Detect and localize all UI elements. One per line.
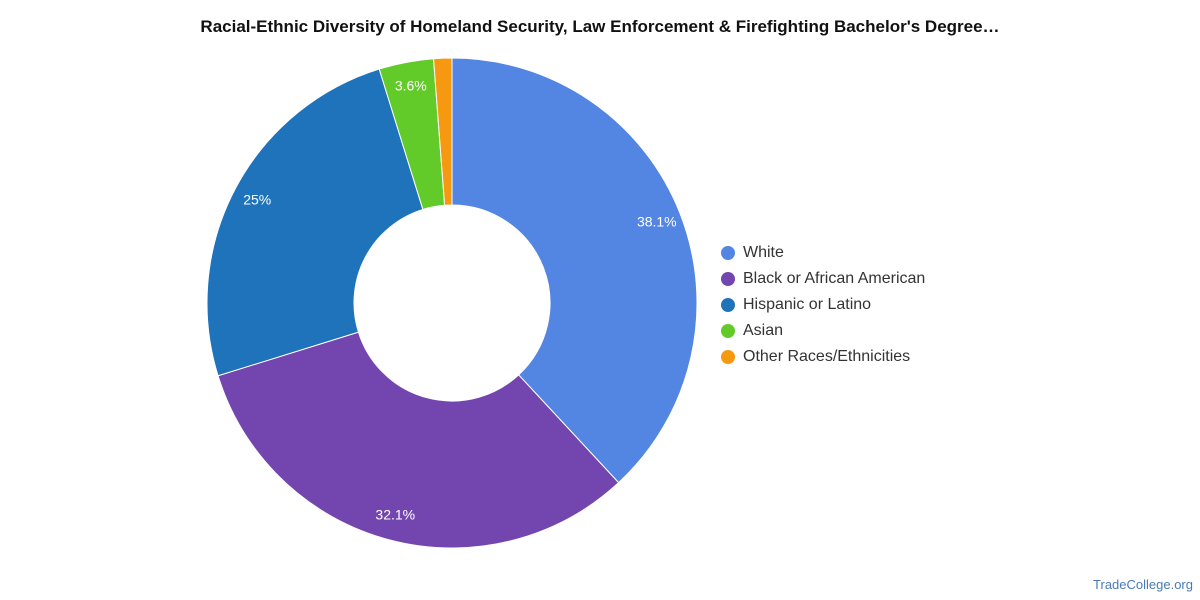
legend-label: Hispanic or Latino: [743, 296, 872, 313]
slices-group: [206, 57, 698, 549]
legend-label: Other Races/Ethnicities: [743, 348, 911, 365]
slice-hispanic-or-latino[interactable]: [206, 68, 424, 377]
slice-black-or-african-american[interactable]: [217, 331, 620, 549]
slice-white[interactable]: [451, 57, 698, 484]
legend-swatch-icon: [721, 350, 735, 364]
slice-label-white: 38.1%: [637, 213, 677, 229]
legend-item-asian[interactable]: Asian: [721, 318, 925, 344]
source-credit[interactable]: TradeCollege.org: [1093, 577, 1193, 592]
legend-swatch-icon: [721, 246, 735, 260]
chart-title: Racial-Ethnic Diversity of Homeland Secu…: [200, 17, 1000, 36]
slice-label-hispanic-or-latino: 25%: [243, 191, 271, 207]
legend-label: Asian: [743, 322, 784, 339]
legend-swatch-icon: [721, 272, 735, 286]
legend-label: Black or African American: [743, 270, 926, 287]
labels-group: 38.1% 32.1% 25% 3.6%: [243, 78, 676, 523]
legend-item-white[interactable]: White: [721, 240, 925, 266]
legend-label: White: [743, 244, 784, 261]
legend-swatch-icon: [721, 324, 735, 338]
legend-item-other-races-ethnicities[interactable]: Other Races/Ethnicities: [721, 344, 925, 370]
slice-label-asian: 3.6%: [395, 78, 427, 94]
legend-item-black-or-african-american[interactable]: Black or African American: [721, 266, 925, 292]
legend-swatch-icon: [721, 298, 735, 312]
slice-other-races-ethnicities[interactable]: [433, 57, 453, 206]
slice-label-black-or-african-american: 32.1%: [375, 506, 415, 522]
legend-item-hispanic-or-latino[interactable]: Hispanic or Latino: [721, 292, 925, 318]
legend: White Black or African American Hispanic o…: [721, 240, 925, 370]
